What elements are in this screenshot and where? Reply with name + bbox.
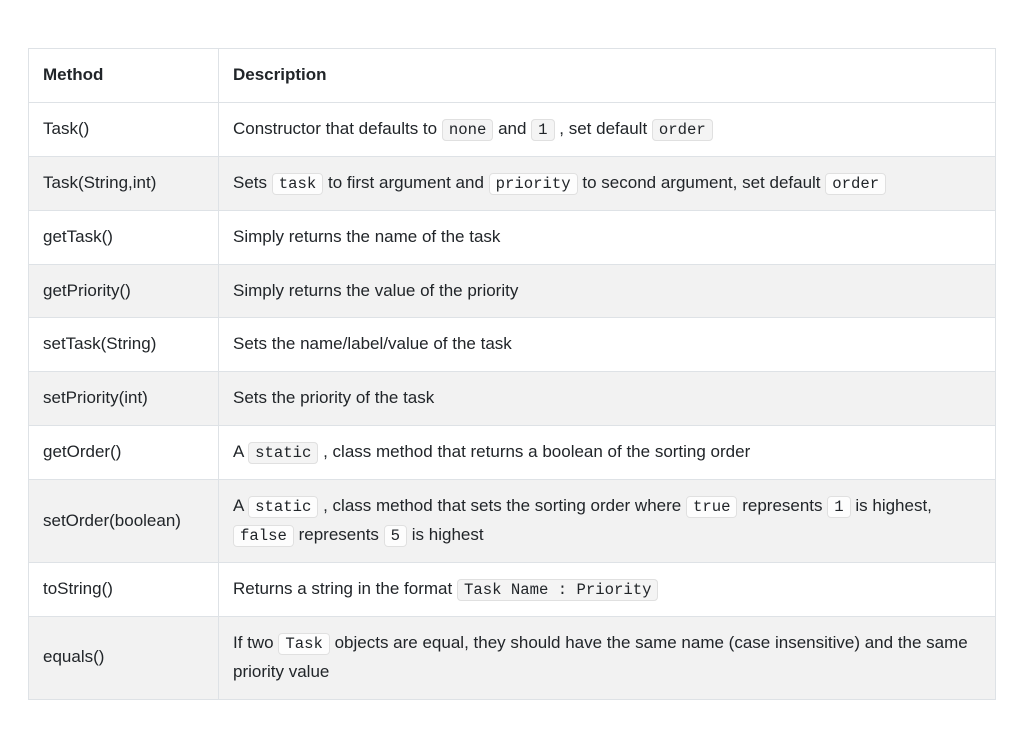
method-cell: Task(String,int) — [29, 156, 219, 210]
description-text: is highest, — [851, 496, 932, 515]
inline-code: static — [248, 496, 318, 518]
inline-code: priority — [489, 173, 578, 195]
description-cell: Simply returns the value of the priority — [219, 264, 996, 318]
description-text: is highest — [407, 525, 484, 544]
description-cell: If two Task objects are equal, they shou… — [219, 616, 996, 699]
description-text: objects are equal, they should have the … — [233, 633, 968, 681]
inline-code: Task — [278, 633, 330, 655]
inline-code: Task Name : Priority — [457, 579, 659, 601]
inline-code: 1 — [827, 496, 850, 518]
description-text: Sets — [233, 173, 272, 192]
inline-code: 5 — [384, 525, 407, 547]
method-cell: Task() — [29, 102, 219, 156]
table-row: Task(String,int)Sets task to first argum… — [29, 156, 996, 210]
description-cell: Simply returns the name of the task — [219, 210, 996, 264]
methods-table: Method Description Task()Constructor tha… — [28, 48, 996, 700]
description-text: Constructor that defaults to — [233, 119, 442, 138]
description-text: and — [493, 119, 531, 138]
description-text: to first argument and — [323, 173, 488, 192]
description-text: Returns a string in the format — [233, 579, 457, 598]
method-cell: setOrder(boolean) — [29, 480, 219, 563]
description-cell: Sets task to first argument and priority… — [219, 156, 996, 210]
table-row: getTask() Simply returns the name of the … — [29, 210, 996, 264]
description-text: A — [233, 496, 248, 515]
method-cell: getTask() — [29, 210, 219, 264]
description-text: , set default — [555, 119, 652, 138]
table-row: setOrder(boolean)A static , class method… — [29, 480, 996, 563]
col-header-description: Description — [219, 49, 996, 103]
table-row: setTask(String) Sets the name/label/value… — [29, 318, 996, 372]
table-row: toString()Returns a string in the format… — [29, 562, 996, 616]
table-header-row: Method Description — [29, 49, 996, 103]
description-text: represents — [294, 525, 384, 544]
description-text: , class method that sets the sorting ord… — [318, 496, 686, 515]
method-cell: setTask(String) — [29, 318, 219, 372]
description-text: to second argument, set default — [578, 173, 826, 192]
inline-code: 1 — [531, 119, 554, 141]
col-header-method: Method — [29, 49, 219, 103]
table-row: setPriority(int) Sets the priority of the… — [29, 372, 996, 426]
table-row: equals()If two Task objects are equal, t… — [29, 616, 996, 699]
description-text: A — [233, 442, 248, 461]
table-row: getOrder()A static , class method that r… — [29, 426, 996, 480]
inline-code: order — [825, 173, 886, 195]
inline-code: task — [272, 173, 324, 195]
inline-code: false — [233, 525, 294, 547]
inline-code: order — [652, 119, 713, 141]
table-row: Task()Constructor that defaults to none … — [29, 102, 996, 156]
description-cell: Constructor that defaults to none and 1 … — [219, 102, 996, 156]
description-text: Simply returns the name of the task — [233, 227, 500, 246]
description-text: Sets the name/label/value of the task — [233, 334, 512, 353]
description-text: If two — [233, 633, 278, 652]
description-text: represents — [737, 496, 827, 515]
method-cell: getOrder() — [29, 426, 219, 480]
method-cell: equals() — [29, 616, 219, 699]
description-cell: Sets the priority of the task — [219, 372, 996, 426]
description-text: Sets the priority of the task — [233, 388, 434, 407]
description-cell: Sets the name/label/value of the task — [219, 318, 996, 372]
inline-code: static — [248, 442, 318, 464]
description-text: Simply returns the value of the priority — [233, 281, 518, 300]
table-row: getPriority() Simply returns the value of… — [29, 264, 996, 318]
description-cell: A static , class method that sets the so… — [219, 480, 996, 563]
description-cell: A static , class method that returns a b… — [219, 426, 996, 480]
inline-code: none — [442, 119, 494, 141]
method-cell: toString() — [29, 562, 219, 616]
method-cell: getPriority() — [29, 264, 219, 318]
method-cell: setPriority(int) — [29, 372, 219, 426]
description-cell: Returns a string in the format Task Name… — [219, 562, 996, 616]
description-text: , class method that returns a boolean of… — [318, 442, 750, 461]
inline-code: true — [686, 496, 738, 518]
